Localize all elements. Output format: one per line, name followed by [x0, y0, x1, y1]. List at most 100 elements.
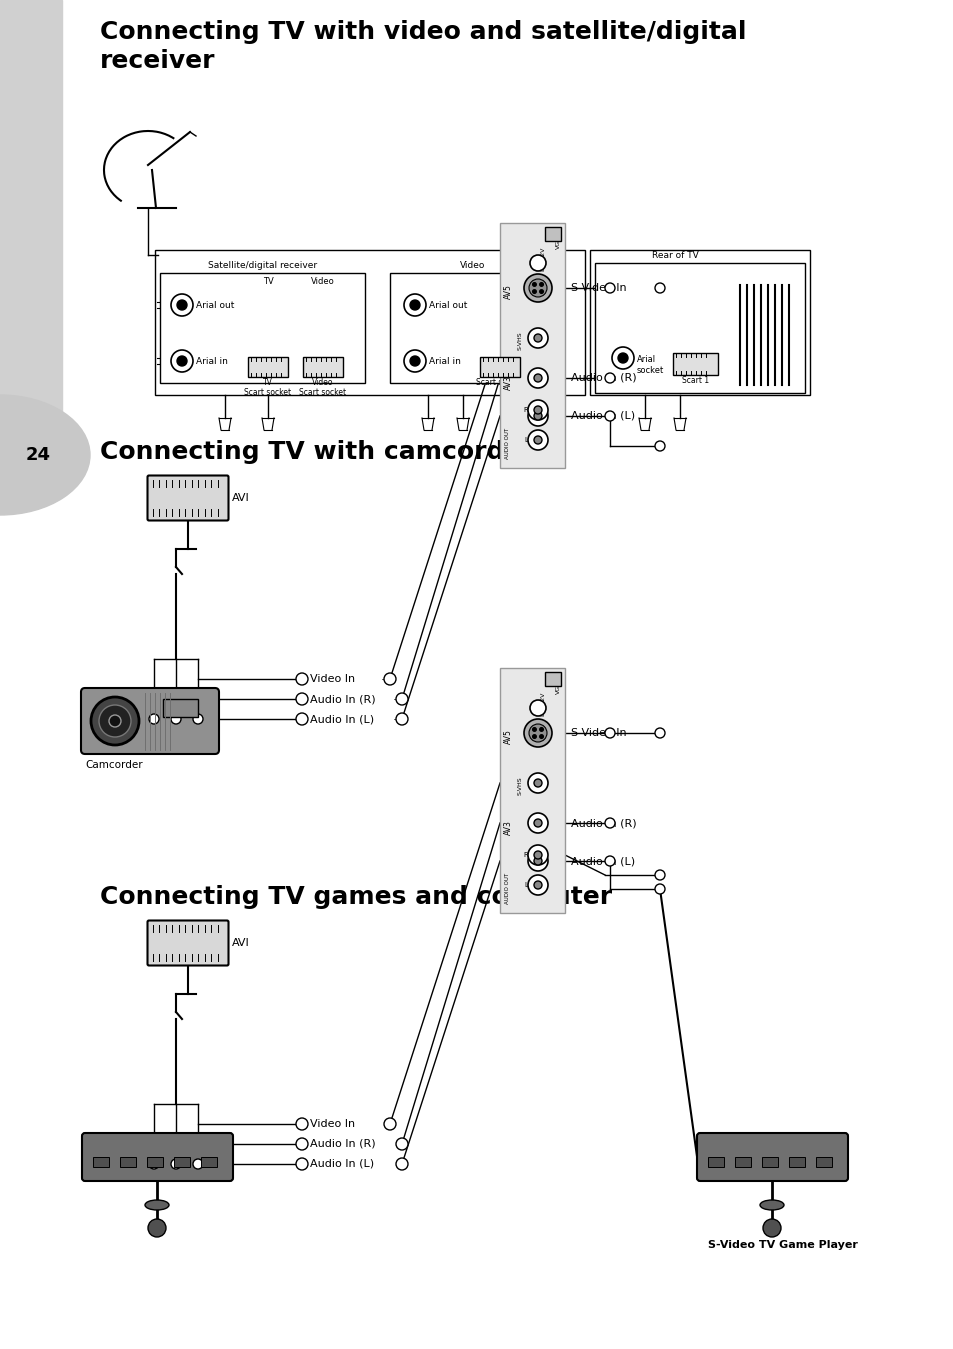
- Text: Video In: Video In: [310, 1120, 355, 1129]
- FancyBboxPatch shape: [81, 688, 219, 754]
- Text: AUDIO OUT: AUDIO OUT: [505, 428, 510, 459]
- Text: AV3: AV3: [503, 375, 512, 390]
- Circle shape: [523, 719, 552, 747]
- Circle shape: [532, 727, 536, 731]
- Ellipse shape: [760, 1201, 783, 1210]
- Circle shape: [604, 817, 615, 828]
- Circle shape: [171, 294, 193, 316]
- Circle shape: [534, 851, 541, 859]
- Circle shape: [527, 813, 547, 832]
- Circle shape: [534, 881, 541, 889]
- Circle shape: [532, 290, 536, 293]
- Text: Video
Scart socket: Video Scart socket: [299, 378, 346, 398]
- Circle shape: [530, 255, 545, 271]
- Text: Audio In (R): Audio In (R): [571, 374, 636, 383]
- Text: Arial
socket: Arial socket: [637, 355, 663, 375]
- Circle shape: [295, 1139, 308, 1149]
- Circle shape: [177, 356, 187, 366]
- Circle shape: [762, 1219, 781, 1237]
- Bar: [160, 272, 365, 383]
- Bar: [788, 1157, 804, 1167]
- Ellipse shape: [145, 1201, 169, 1210]
- Bar: [544, 227, 560, 241]
- Bar: [92, 1157, 109, 1167]
- Text: Audio In (L): Audio In (L): [310, 714, 374, 724]
- Circle shape: [604, 374, 615, 383]
- Circle shape: [99, 706, 131, 737]
- Circle shape: [534, 411, 541, 420]
- Text: DC 12V: DC 12V: [541, 248, 546, 271]
- Circle shape: [534, 374, 541, 382]
- Text: Audio In (L): Audio In (L): [571, 857, 635, 866]
- Circle shape: [534, 406, 541, 414]
- Text: 24: 24: [26, 447, 51, 464]
- Text: R: R: [523, 853, 528, 858]
- Text: AUDIO OUT: AUDIO OUT: [505, 873, 510, 904]
- Bar: [248, 357, 288, 376]
- Text: Video: Video: [459, 260, 485, 270]
- Circle shape: [539, 290, 543, 293]
- Text: Arial out: Arial out: [195, 301, 234, 309]
- Bar: [147, 1157, 163, 1167]
- Text: S-Video In: S-Video In: [571, 728, 626, 738]
- Bar: [707, 1157, 723, 1167]
- Bar: [201, 1157, 216, 1167]
- Bar: [499, 668, 564, 913]
- Circle shape: [534, 335, 541, 343]
- Text: L: L: [523, 882, 527, 888]
- Bar: [589, 250, 809, 395]
- Bar: [163, 699, 198, 718]
- Circle shape: [655, 283, 664, 293]
- Circle shape: [618, 353, 627, 363]
- Circle shape: [527, 851, 547, 871]
- Text: VGA: VGA: [555, 236, 560, 250]
- Circle shape: [384, 673, 395, 685]
- Circle shape: [529, 724, 546, 742]
- Text: VGA: VGA: [555, 681, 560, 695]
- Text: S-VHS: S-VHS: [517, 776, 522, 795]
- Text: Video: Video: [311, 277, 335, 286]
- FancyBboxPatch shape: [148, 920, 229, 966]
- Circle shape: [295, 714, 308, 724]
- Text: VIDEO: VIDEO: [530, 722, 535, 742]
- Bar: [499, 223, 564, 468]
- Circle shape: [655, 441, 664, 451]
- Circle shape: [604, 857, 615, 866]
- Circle shape: [149, 714, 159, 724]
- Circle shape: [655, 728, 664, 738]
- Bar: [303, 357, 343, 376]
- Circle shape: [523, 274, 552, 302]
- Circle shape: [295, 673, 308, 685]
- Text: Audio In (L): Audio In (L): [310, 1159, 374, 1170]
- Circle shape: [539, 727, 543, 731]
- Bar: [734, 1157, 750, 1167]
- Text: Arial in: Arial in: [195, 356, 228, 366]
- Circle shape: [527, 328, 547, 348]
- Circle shape: [171, 349, 193, 372]
- Bar: [479, 357, 519, 376]
- Text: AV5: AV5: [503, 730, 512, 745]
- Text: TV
Scart socket: TV Scart socket: [244, 378, 292, 398]
- Text: S-Video In: S-Video In: [571, 283, 626, 293]
- FancyBboxPatch shape: [82, 1133, 233, 1180]
- Circle shape: [534, 857, 541, 865]
- Circle shape: [539, 283, 543, 286]
- Bar: [815, 1157, 831, 1167]
- Circle shape: [149, 1159, 159, 1170]
- Ellipse shape: [0, 395, 90, 515]
- Circle shape: [109, 715, 121, 727]
- Circle shape: [148, 1219, 166, 1237]
- Text: S-Video TV Game Player: S-Video TV Game Player: [707, 1240, 857, 1251]
- Circle shape: [395, 1157, 408, 1170]
- Bar: [544, 672, 560, 687]
- Text: Rear of TV: Rear of TV: [651, 251, 698, 260]
- Text: AV5: AV5: [503, 285, 512, 299]
- Circle shape: [655, 884, 664, 894]
- Text: S-VHS: S-VHS: [517, 332, 522, 349]
- Text: AVI: AVI: [232, 938, 250, 948]
- FancyBboxPatch shape: [697, 1133, 847, 1180]
- Bar: [0, 0, 62, 430]
- Text: AV3: AV3: [503, 820, 512, 835]
- Circle shape: [171, 1159, 181, 1170]
- Bar: [761, 1157, 778, 1167]
